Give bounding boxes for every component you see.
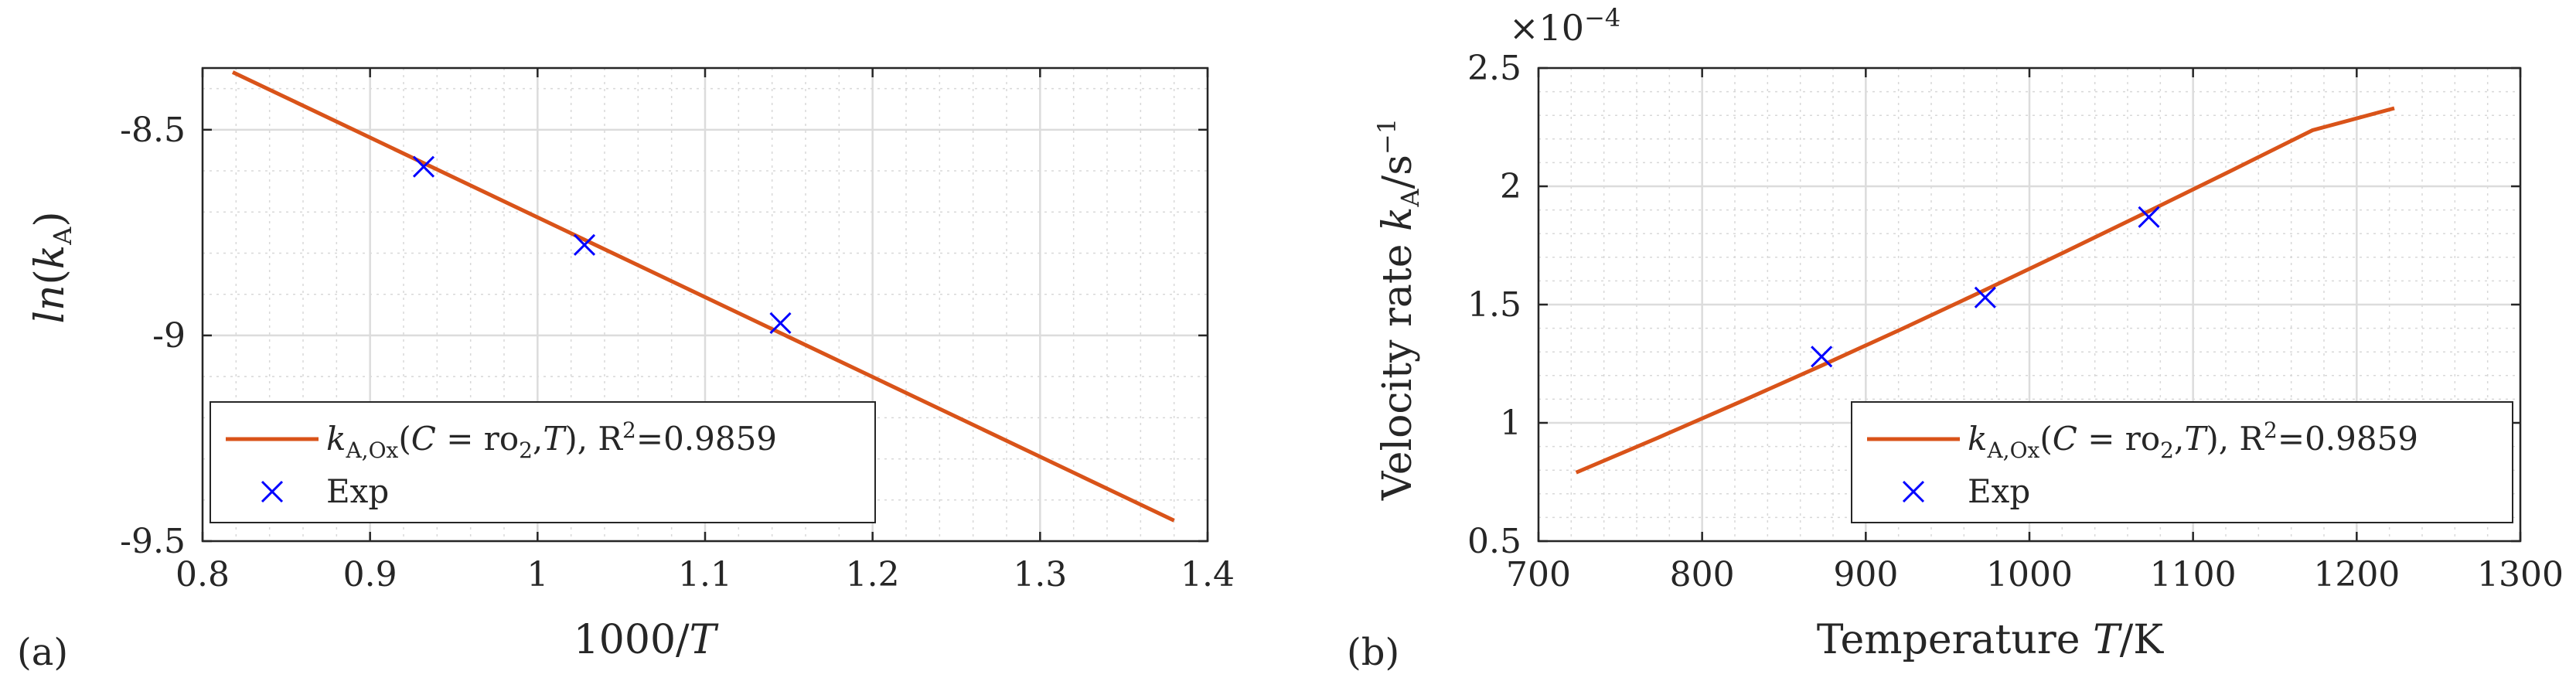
panel-a: 0.8 0.9 1 1.1 1.2 1.3 1.4 -8.5 -9 -9.5 kA,Ox(C = … [17,66,1235,674]
legend-fit-label-b: kA,Ox(C = ro2,T), R2=0.9859 [1968,417,2418,463]
fit-line [1575,106,2395,475]
y-axis-multiplier-b: ×10−4 [1509,3,1620,49]
x-tick-label: 1.4 [1181,555,1235,594]
legend-b: kA,Ox(C = ro2,T), R2=0.9859 Exp [1851,401,2513,523]
y-tick-label: -8.5 [120,111,186,150]
panel-b: 700 800 900 1000 1100 1200 1300 0.5 1 1.5 2 2.5 kA,… [1347,3,2564,674]
y-tick-label: 0.5 [1467,522,1521,561]
x-tick-label: 1200 [2313,555,2400,594]
y-axis-label-a: ln(kA) [27,211,77,323]
legend-exp-label-b: Exp [1968,472,2030,510]
legend-fit-label-a: kA,Ox(C = ro2,T), R2=0.9859 [326,417,777,463]
x-tick-label: 1 [526,555,548,594]
panel-label-a: (a) [17,631,68,674]
x-tick-label: 0.8 [175,555,230,594]
x-tick-label: 1000 [1986,555,2073,594]
legend-a: kA,Ox(C = ro2,T), R2=0.9859 Exp [210,401,876,523]
x-tick-label: 700 [1506,555,1571,594]
legend-marker-swatch-a [261,480,284,503]
x-axis-label-b: Temperature T/K [1817,617,2164,663]
x-axis-label-a: 1000/T [574,617,719,663]
ticks-b: 700 800 900 1000 1100 1200 1300 0.5 1 1.5 2 2.5 [1467,49,2564,594]
y-tick-label: 1.5 [1467,285,1521,325]
y-tick-label: 2 [1500,167,1521,206]
y-axis-label-b: Velocity rate kA/s−1 [1372,118,1425,501]
y-tick-label: 1 [1500,404,1521,443]
y-tick-label: -9.5 [120,522,186,561]
exp-data-point [573,233,596,256]
x-tick-label: 0.9 [343,555,397,594]
x-tick-label: 1300 [2477,555,2564,594]
y-tick-label: -9 [152,316,186,356]
exp-data-point [412,155,435,178]
y-tick-label: 2.5 [1467,49,1521,88]
x-tick-label: 800 [1670,555,1735,594]
exp-data-point [1811,346,1833,368]
panel-label-b: (b) [1347,631,1399,674]
x-tick-label: 1.1 [678,555,732,594]
ticks-a: 0.8 0.9 1 1.1 1.2 1.3 1.4 -8.5 -9 -9.5 [120,68,1235,594]
legend-marker-swatch-b [1902,480,1925,503]
legend-box-b [1851,401,2513,523]
fit-line [231,70,1175,523]
x-tick-label: 900 [1833,555,1898,594]
legend-box-a [210,401,876,523]
plot-marks-a [231,70,1175,523]
exp-data-point [2138,206,2160,228]
exp-data-point [769,312,792,335]
legend-exp-label-a: Exp [326,472,389,510]
exp-data-point [1974,286,1996,308]
x-tick-label: 1.3 [1013,555,1067,594]
plot-marks-b [1575,106,2395,475]
x-tick-label: 1100 [2150,555,2237,594]
x-tick-label: 1.2 [846,555,900,594]
